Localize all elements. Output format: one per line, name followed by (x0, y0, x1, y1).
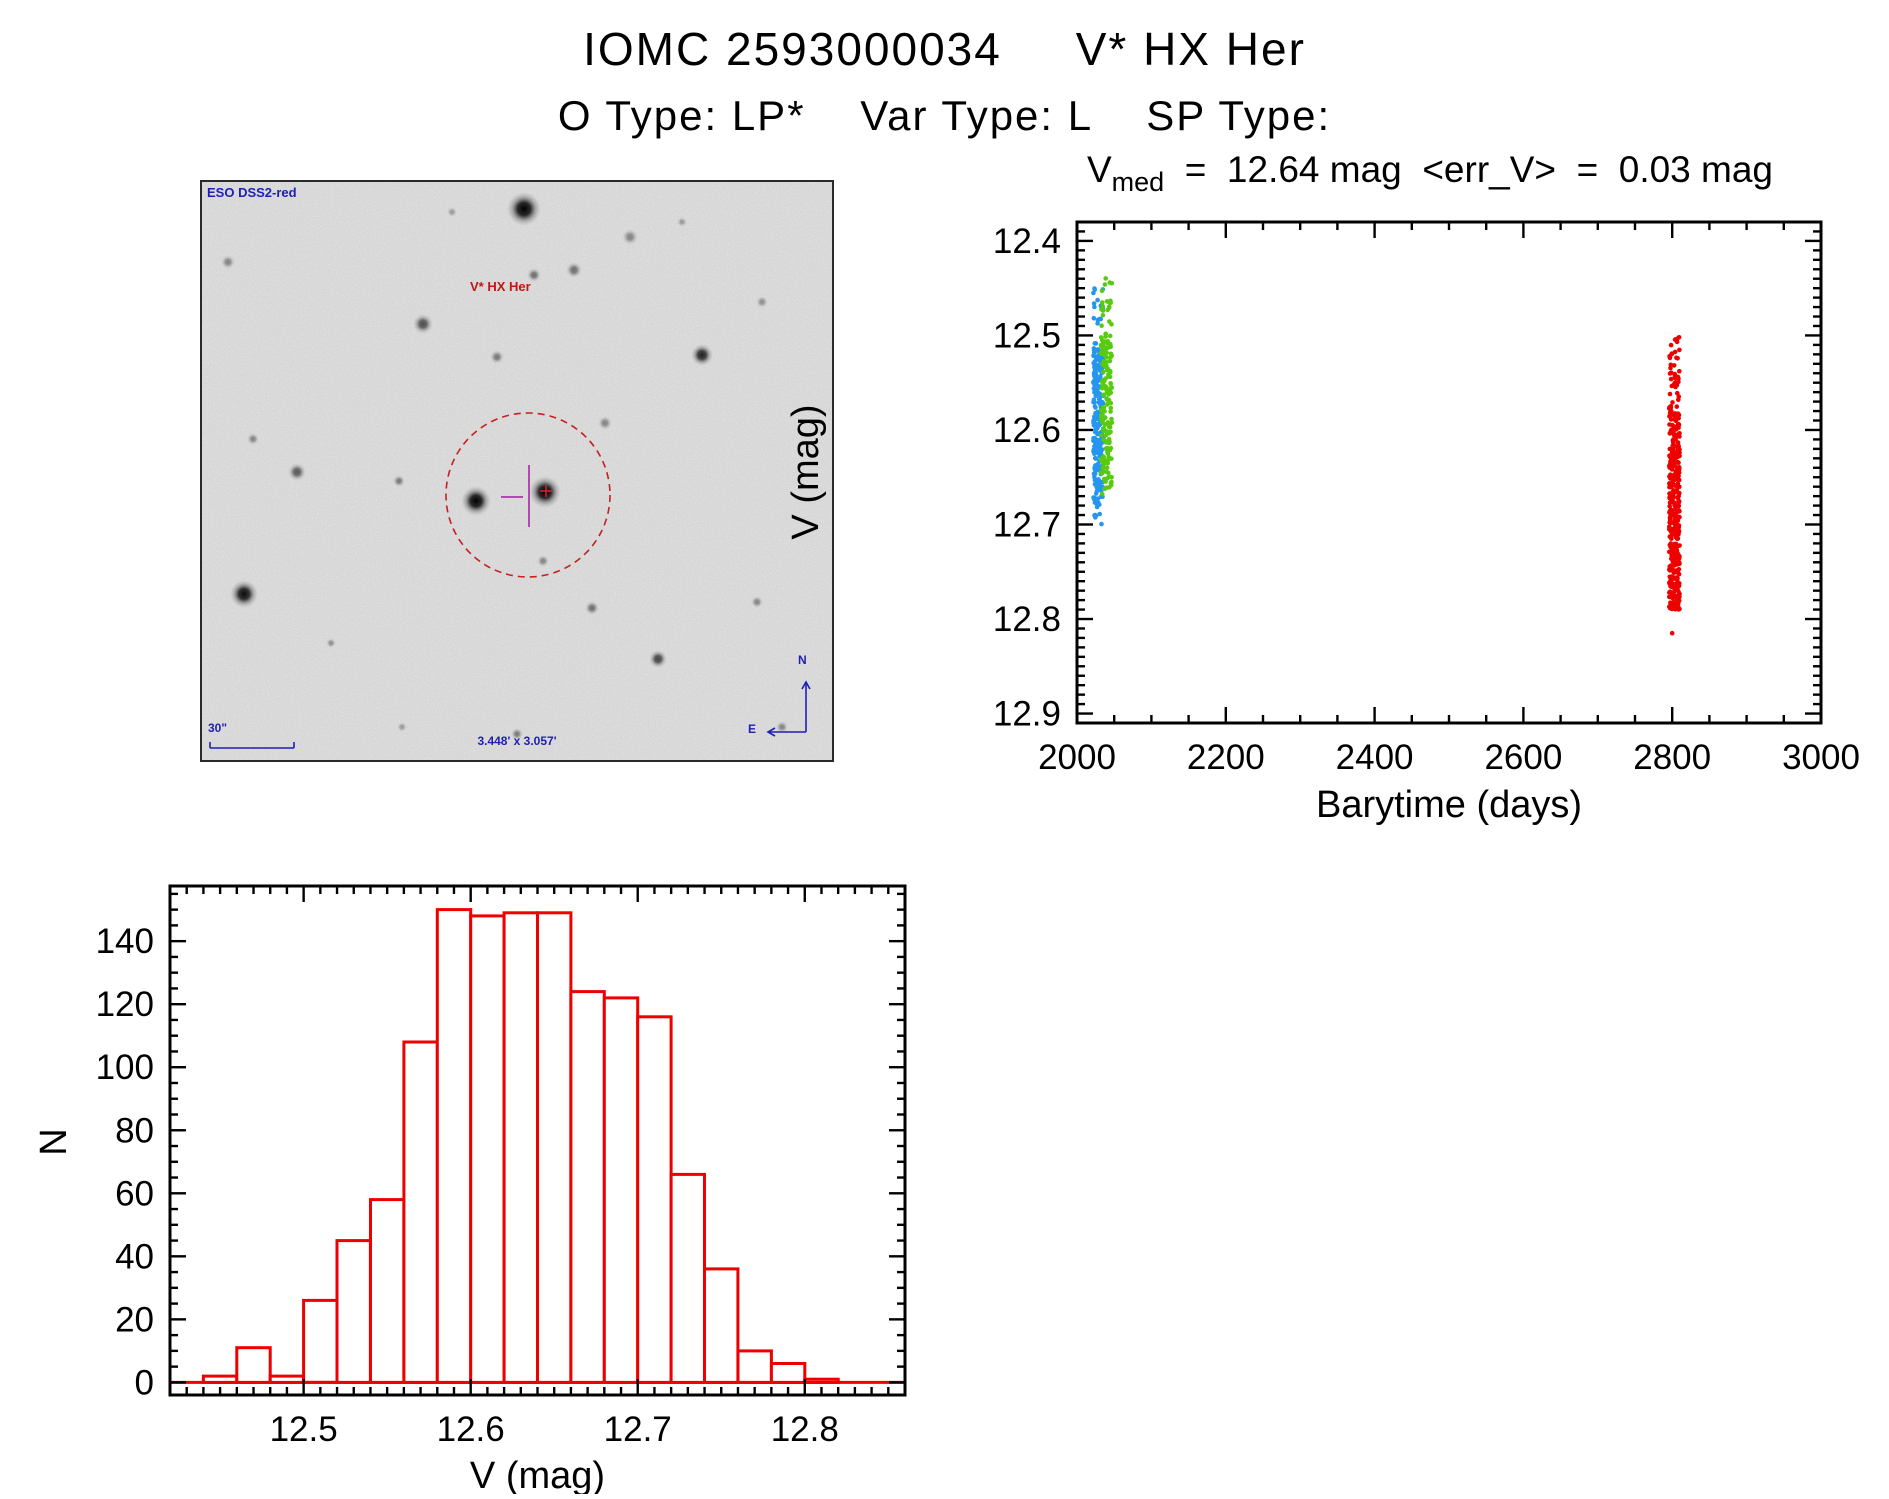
scatter-series-epoch2 (1667, 335, 1682, 636)
svg-text:12.5: 12.5 (270, 1410, 338, 1449)
scatter-series-epoch1-camera-b (1098, 276, 1115, 497)
compass-east-label: E (748, 722, 757, 736)
lightcurve-xlabel: Barytime (days) (1316, 784, 1582, 826)
finding-chart-canvas (202, 182, 832, 760)
svg-text:2800: 2800 (1633, 738, 1711, 777)
svg-text:40: 40 (115, 1237, 154, 1276)
v-magnitude-histogram-tick-labels: 12.5 12.6 12.7 12.8 0 20 40 60 80 100 120 140 (96, 922, 839, 1449)
scale-bar-label: 30" (208, 721, 228, 735)
lightcurve-plot: 2000 2200 2400 2600 2800 3000 12.4 12.5 12.6 12.7… (780, 120, 1889, 834)
star-field (221, 192, 788, 740)
svg-text:12.6: 12.6 (437, 1410, 505, 1449)
histogram-bars (170, 908, 905, 1384)
scale-bar (209, 742, 295, 749)
svg-text:12.8: 12.8 (771, 1410, 839, 1449)
finding-chart: ESO DSS2-red V* HX Her 30" 3.448' x 3.05… (200, 180, 834, 762)
svg-text:60: 60 (115, 1174, 154, 1213)
svg-text:12.9: 12.9 (993, 695, 1061, 734)
svg-text:80: 80 (115, 1111, 154, 1150)
svg-text:2400: 2400 (1336, 738, 1414, 777)
svg-text:12.7: 12.7 (604, 1410, 672, 1449)
lightcurve-ticks (1075, 220, 1823, 725)
target-cross-icon (540, 485, 552, 497)
svg-text:2600: 2600 (1484, 738, 1562, 777)
svg-text:0: 0 (135, 1363, 154, 1402)
survey-label: ESO DSS2-red (207, 185, 297, 200)
svg-text:12.6: 12.6 (993, 411, 1061, 450)
lightcurve-title: Vmed = 12.64 mag <err_V> = 0.03 mag (1087, 149, 1773, 197)
svg-text:3000: 3000 (1782, 738, 1860, 777)
histogram-plot: 12.5 12.6 12.7 12.8 0 20 40 60 80 100 120 140 V (mag… (20, 850, 980, 1497)
crosshair (501, 465, 530, 527)
target-name-label: V* HX Her (470, 279, 531, 294)
histogram-xlabel: V (mag) (470, 1455, 605, 1494)
lightcurve-canvas: 2000 2200 2400 2600 2800 3000 12.4 12.5 12.6 12.7… (785, 149, 1860, 826)
page-title: IOMC 2593000034 V* HX Her (583, 23, 1306, 75)
target-circle (445, 412, 611, 578)
field-size-label: 3.448' x 3.057' (477, 734, 557, 748)
svg-text:140: 140 (96, 922, 154, 961)
svg-text:12.8: 12.8 (993, 600, 1061, 639)
svg-text:2200: 2200 (1187, 738, 1265, 777)
compass-icon (766, 680, 811, 737)
compass-north-label: N (798, 653, 807, 667)
svg-text:12.4: 12.4 (993, 222, 1061, 261)
lightcurve-ylabel: V (mag) (785, 404, 827, 539)
v-magnitude-histogram-ticks (168, 886, 907, 1395)
svg-text:120: 120 (96, 985, 154, 1024)
svg-text:100: 100 (96, 1048, 154, 1087)
svg-text:12.7: 12.7 (993, 505, 1061, 544)
histogram-ylabel: N (33, 1128, 75, 1155)
lightcurve-axes (1075, 220, 1823, 725)
page-subtitle: O Type: LP* Var Type: L SP Type: (557, 92, 1332, 139)
svg-text:20: 20 (115, 1300, 154, 1339)
histogram-canvas: 12.5 12.6 12.7 12.8 0 20 40 60 80 100 120 140 V (mag… (33, 884, 907, 1497)
svg-text:12.5: 12.5 (993, 316, 1061, 355)
svg-text:2000: 2000 (1038, 738, 1116, 777)
lightcurve-tick-labels: 2000 2200 2400 2600 2800 3000 12.4 12.5 12.6 12.7… (993, 222, 1860, 777)
